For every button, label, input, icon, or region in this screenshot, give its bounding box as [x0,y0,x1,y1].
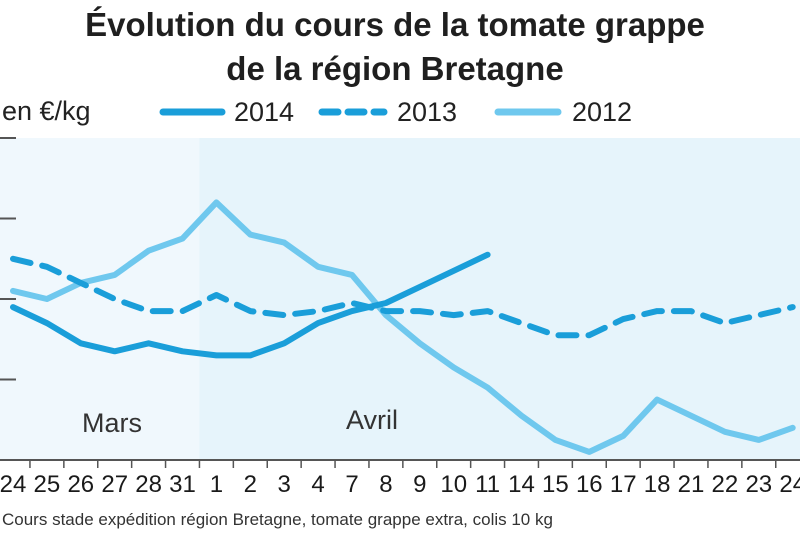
x-tick-label: 16 [576,471,603,498]
x-tick-label: 9 [413,471,426,498]
x-tick-label: 10 [440,471,467,498]
source-note: Cours stade expédition région Bretagne, … [2,510,553,529]
x-tick-label: 18 [644,471,671,498]
series-layer [10,199,796,455]
x-tick-label: 28 [135,471,162,498]
series-line-2013 [10,255,796,339]
x-tick-label: 4 [311,471,324,498]
x-tick-label: 3 [278,471,291,498]
series-line-2012 [10,199,796,455]
x-axis-ticks: 24 25 26 27 28 31 1 2 3 4 7 8 9 10 11 14 15 16 17 18 21 22 23 2… [0,460,800,498]
x-tick-label: 21 [678,471,705,498]
x-tick-label: 23 [745,471,772,498]
plot-background-mars [0,138,200,460]
chart-title-line1: Évolution du cours de la tomate grappe [85,6,705,43]
x-tick-label: 15 [542,471,569,498]
x-tick-label: 26 [67,471,94,498]
x-tick-label: 7 [345,471,358,498]
y-axis-ticks [0,137,16,381]
legend: 2014 2013 2012 [159,97,632,127]
x-tick-label: 31 [169,471,196,498]
chart-title-line2: de la région Bretagne [226,50,563,87]
x-tick-label: 22 [712,471,739,498]
legend-label-2012: 2012 [572,97,632,127]
x-tick-label: 27 [101,471,128,498]
x-tick-label: 25 [34,471,61,498]
x-tick-label: 11 [475,471,500,498]
month-label-avril: Avril [346,405,398,435]
x-tick-label: 24 [0,471,26,498]
x-tick-label: 8 [379,471,392,498]
x-tick-label: 24 [779,471,800,498]
series-line-2014 [10,251,491,359]
x-tick-label: 14 [508,471,535,498]
month-label-mars: Mars [82,408,142,438]
legend-label-2013: 2013 [397,97,457,127]
x-tick-label: 1 [210,471,223,498]
y-axis-unit-label: en €/kg [2,96,91,126]
x-tick-label: 2 [244,471,257,498]
legend-label-2014: 2014 [234,97,294,127]
x-tick-label: 17 [610,471,637,498]
